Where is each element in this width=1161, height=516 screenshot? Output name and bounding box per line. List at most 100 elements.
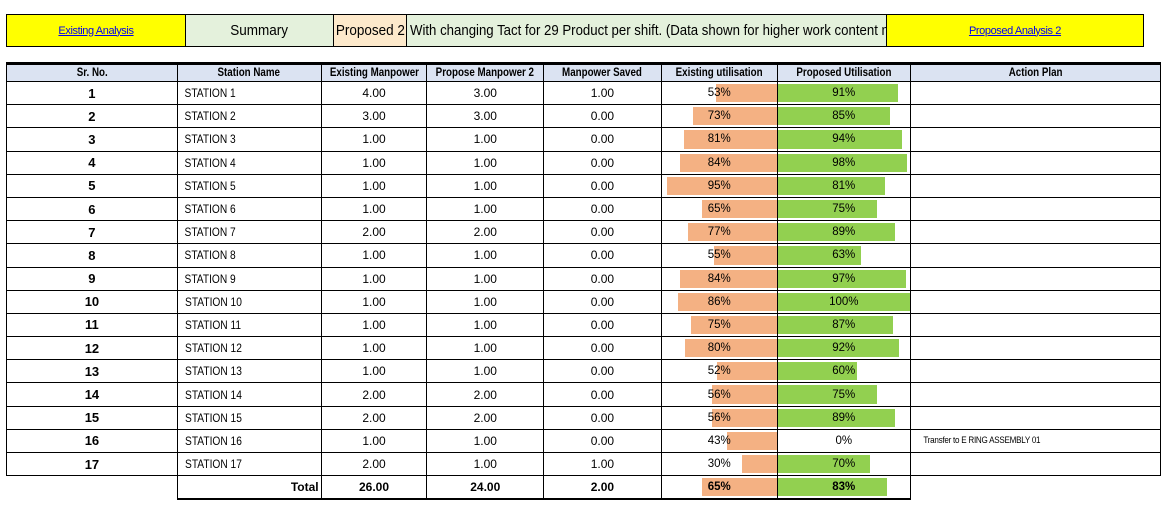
existing-utilisation-bar <box>690 315 777 335</box>
sr-no: 14 <box>6 382 178 407</box>
proposed-utilisation-value: 97% <box>832 272 856 285</box>
station-name: STATION 16 <box>176 428 322 454</box>
col-propose-manpower: Propose Manpower 2 <box>426 62 545 82</box>
existing-utilisation-value: 65% <box>707 203 731 216</box>
proposed-utilisation-bar <box>778 269 906 288</box>
existing-utilisation: 55% <box>660 243 778 268</box>
proposed-utilisation: 85% <box>776 104 911 129</box>
sr-no: 12 <box>6 336 178 361</box>
existing-utilisation: 56% <box>660 382 778 407</box>
existing-manpower: 4.00 <box>320 80 428 106</box>
column-header-row: Sr. No. Station Name Existing Manpower P… <box>6 62 1161 82</box>
sr-no: 3 <box>6 127 178 152</box>
existing-utilisation-bar <box>727 431 777 450</box>
station-name: STATION 11 <box>176 312 322 338</box>
existing-utilisation: 81% <box>660 127 778 152</box>
proposed-utilisation: 91% <box>776 80 911 106</box>
sr-no: 13 <box>6 359 178 384</box>
existing-manpower: 2.00 <box>320 382 428 407</box>
existing-utilisation-value: 86% <box>707 295 731 308</box>
existing-manpower: 1.00 <box>320 243 428 268</box>
manpower-saved: 0.00 <box>543 104 662 129</box>
sr-no: 8 <box>6 243 178 268</box>
existing-manpower: 1.00 <box>320 173 428 198</box>
proposed-utilisation-bar <box>778 223 896 242</box>
manpower-saved: 0.00 <box>543 173 662 198</box>
existing-utilisation-bar <box>742 455 777 474</box>
existing-analysis-cell: Existing Analysis <box>6 14 186 47</box>
proposed-manpower: 2.00 <box>426 405 545 430</box>
proposed-manpower: 1.00 <box>426 428 545 454</box>
manpower-saved: 1.00 <box>543 451 662 477</box>
existing-utilisation-value: 95% <box>707 179 731 192</box>
proposed-utilisation: 94% <box>776 127 911 152</box>
existing-utilisation-value: 55% <box>707 249 731 262</box>
manpower-saved: 0.00 <box>543 127 662 152</box>
proposed-utilisation: 87% <box>776 312 911 338</box>
existing-utilisation-bar <box>717 362 777 381</box>
existing-utilisation-bar <box>712 408 777 427</box>
existing-utilisation: 43% <box>660 428 778 454</box>
proposed-utilisation-bar <box>778 130 902 149</box>
proposed-manpower: 3.00 <box>426 80 545 106</box>
existing-utilisation-value: 43% <box>707 434 731 447</box>
proposed-utilisation-value: 63% <box>832 249 856 262</box>
summary-label: Summary <box>230 22 289 39</box>
existing-utilisation-bar <box>680 153 777 172</box>
proposed-utilisation-value: 89% <box>832 226 856 239</box>
manpower-saved: 0.00 <box>543 405 662 430</box>
description-text: With changing Tact for 29 Product per sh… <box>410 22 918 39</box>
col-existing-manpower: Existing Manpower <box>320 62 428 82</box>
existing-manpower: 1.00 <box>320 428 428 454</box>
station-name: STATION 9 <box>176 266 322 291</box>
proposed-manpower: 1.00 <box>426 243 545 268</box>
proposed-utilisation: 100% <box>776 289 911 314</box>
existing-utilisation: 95% <box>660 173 778 198</box>
existing-utilisation-bar <box>715 84 777 103</box>
existing-manpower: 1.00 <box>320 127 428 152</box>
proposed-utilisation-value: 75% <box>832 203 856 216</box>
sr-no: 9 <box>6 266 178 291</box>
existing-utilisation: 65% <box>660 196 778 222</box>
existing-manpower: 1.00 <box>320 336 428 361</box>
action-plan <box>909 359 1161 384</box>
sr-no: 11 <box>6 312 178 338</box>
station-name: STATION 6 <box>176 196 322 222</box>
existing-manpower: 2.00 <box>320 220 428 245</box>
existing-analysis-link[interactable]: Existing Analysis <box>58 24 134 37</box>
proposed-utilisation-bar <box>778 176 885 195</box>
action-plan <box>909 150 1161 175</box>
proposed-manpower: 1.00 <box>426 359 545 384</box>
proposed-utilisation-value: 91% <box>832 87 856 100</box>
proposed-utilisation-value: 89% <box>832 411 856 424</box>
existing-utilisation: 53% <box>660 80 778 106</box>
total-existing-manpower: 26.00 <box>320 475 428 501</box>
existing-utilisation-value: 56% <box>707 411 731 424</box>
proposed-utilisation-bar <box>778 199 877 219</box>
manpower-saved: 0.00 <box>543 266 662 291</box>
proposed-manpower: 2.00 <box>426 382 545 407</box>
proposed-label: Proposed 2 <box>335 22 405 39</box>
proposed-utilisation: 75% <box>776 196 911 222</box>
sr-no: 16 <box>6 428 178 454</box>
table-row: 4 STATION 4 1.00 1.00 0.00 84% 98% <box>6 150 1161 175</box>
proposed-analysis-link[interactable]: Proposed Analysis 2 <box>968 24 1062 37</box>
manpower-saved: 0.00 <box>543 428 662 454</box>
manpower-saved: 0.00 <box>543 289 662 314</box>
manpower-saved: 0.00 <box>543 150 662 175</box>
action-plan <box>909 289 1161 314</box>
proposed-utilisation-bar <box>778 478 888 497</box>
action-plan <box>909 104 1161 129</box>
existing-utilisation-value: 80% <box>707 342 731 355</box>
station-name: STATION 5 <box>176 173 322 198</box>
manpower-saved: 1.00 <box>543 80 662 106</box>
proposed-manpower: 1.00 <box>426 289 545 314</box>
description-cell: With changing Tact for 29 Product per sh… <box>406 14 917 47</box>
proposed-utilisation: 63% <box>776 243 911 268</box>
existing-manpower: 2.00 <box>320 405 428 430</box>
action-plan <box>909 243 1161 268</box>
station-name: STATION 17 <box>176 451 322 477</box>
action-plan <box>909 312 1161 338</box>
proposed-utilisation-value: 75% <box>832 388 856 401</box>
existing-utilisation-value: 52% <box>707 365 731 378</box>
